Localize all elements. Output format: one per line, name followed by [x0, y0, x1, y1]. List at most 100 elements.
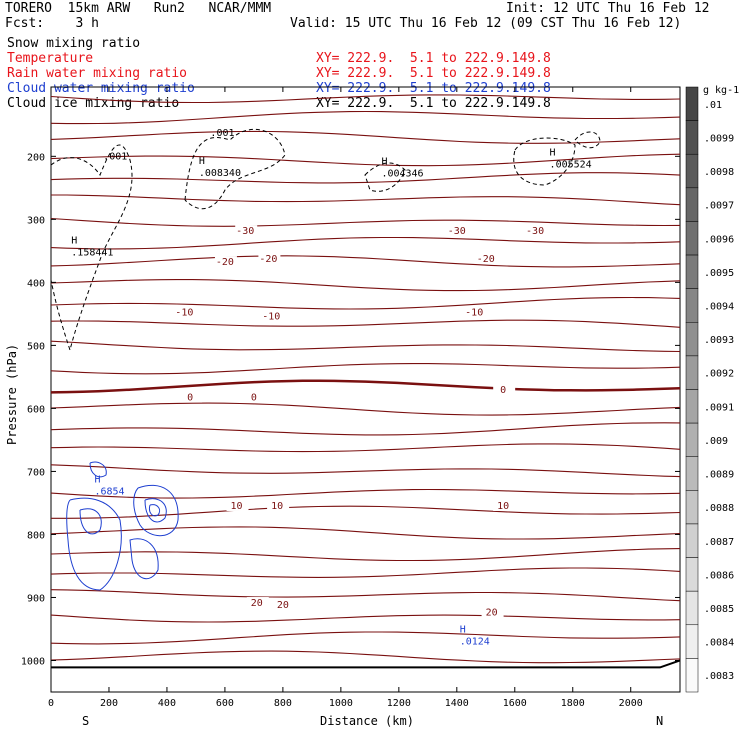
- field-cloudwater-xy: XY= 222.9. 5.1 to 222.9.149.8: [316, 81, 551, 96]
- temperature-contour: [50, 614, 681, 623]
- temperature-contour: [50, 110, 681, 125]
- maximum-marker: H: [71, 235, 77, 246]
- maximum-value: .004346: [381, 168, 423, 179]
- colorbar-swatch: [685, 590, 699, 626]
- temperature-label-bg: [267, 499, 290, 511]
- temperature-label: -20: [216, 257, 234, 268]
- temperature-contour: [50, 548, 681, 562]
- temperature-contour: [50, 172, 681, 184]
- ice-contour: [574, 131, 601, 149]
- x-tick-label: 0: [48, 698, 54, 709]
- field-snow-label: Snow mixing ratio: [7, 36, 141, 51]
- temperature-contour: [50, 296, 681, 310]
- colorbar-swatch: [685, 153, 699, 189]
- colorbar-swatch: [685, 523, 699, 558]
- temperature-contour: [50, 363, 681, 375]
- cloud-water-contour: [133, 484, 179, 537]
- field-cloudwater-label: Cloud water mixing ratio: [7, 81, 195, 96]
- temperature-contour: [50, 130, 681, 144]
- maximum-marker: H: [550, 148, 556, 159]
- ice-contour: [364, 162, 406, 192]
- temperature-label: 10: [271, 501, 283, 512]
- temperature-contours: [50, 94, 681, 664]
- temperature-label-bg: [235, 225, 258, 237]
- colorbar-swatch: [685, 355, 699, 390]
- colorbar-swatch: [685, 254, 699, 289]
- x-axis: 0 200 400 600 800 1000 1200 1400 1600 1800 2000: [48, 87, 643, 709]
- x-tick-label: 1400: [445, 698, 469, 709]
- temperature-contour: [50, 443, 681, 453]
- temperature-label: -30: [236, 226, 254, 237]
- temperature-contour: [50, 650, 681, 664]
- x-tick-label: 600: [216, 698, 234, 709]
- x-axis-label: Distance (km): [320, 714, 414, 728]
- colorbar: .01 .0099 .0098 .0097 .0096 .0095 .0094 .0093 .0…: [685, 86, 734, 693]
- colorbar-swatch: [685, 658, 699, 693]
- temperature-label: -30: [448, 226, 466, 237]
- temperature-label-bg: [243, 391, 266, 403]
- y-tick-label: 800: [27, 530, 45, 541]
- temperature-label-bg: [464, 306, 487, 318]
- colorbar-label: .0099: [704, 133, 734, 144]
- temperature-contour: [50, 340, 681, 353]
- temperature-label: 20: [486, 607, 498, 618]
- maximum-marker: H: [94, 475, 100, 486]
- colorbar-label: .0084: [704, 638, 734, 649]
- snow-ice-contours: [50, 128, 601, 352]
- colorbar-label: .0083: [704, 671, 734, 682]
- temperature-label-bg: [214, 256, 237, 268]
- colorbar-label: .0096: [704, 234, 734, 245]
- colorbar-unit: g kg-1: [703, 85, 739, 96]
- temperature-label: -10: [175, 308, 193, 319]
- north-label: N: [656, 714, 663, 728]
- temperature-label-bg: [525, 225, 548, 237]
- maximum-value: .0124: [460, 637, 490, 648]
- colorbar-swatch: [685, 389, 699, 424]
- y-tick-label: 700: [27, 467, 45, 478]
- temperature-label: -20: [259, 254, 277, 265]
- temperature-label-bg: [446, 225, 469, 237]
- colorbar-label: .009: [704, 436, 728, 447]
- temperature-label-bg: [493, 499, 516, 511]
- colorbar-label: .0089: [704, 470, 734, 481]
- temperature-label: 0: [187, 393, 193, 404]
- temperature-label: 10: [230, 501, 242, 512]
- temperature-contour: [50, 153, 681, 167]
- y-tick-label: 300: [27, 215, 45, 226]
- colorbar-swatch: [685, 490, 699, 525]
- cloud-water-contour: [149, 504, 161, 517]
- field-cloudice-xy: XY= 222.9. 5.1 to 222.9.149.8: [316, 96, 551, 111]
- colorbar-label: .0091: [704, 402, 734, 413]
- temperature-label: 0: [500, 385, 506, 396]
- maximum-value: .005524: [550, 160, 592, 171]
- colorbar-swatch: [685, 120, 699, 155]
- temperature-zero-contour: [50, 379, 681, 394]
- x-tick-label: 400: [158, 698, 176, 709]
- field-temperature-label: Temperature: [7, 51, 94, 66]
- maximum-value: .6854: [94, 487, 124, 498]
- temperature-contour: [50, 217, 681, 227]
- x-tick-label: 1200: [387, 698, 411, 709]
- temperature-label-bg: [481, 606, 504, 618]
- x-tick-label: 1800: [561, 698, 585, 709]
- y-axis-label: Pressure (hPa): [5, 344, 19, 445]
- field-rain-xy: XY= 222.9. 5.1 to 222.9.149.8: [316, 66, 551, 81]
- colorbar-label: .0088: [704, 503, 734, 514]
- cloud-water-contours: [66, 461, 179, 591]
- x-tick-label: 1600: [503, 698, 527, 709]
- colorbar-swatch: [685, 288, 699, 323]
- temperature-label-bg: [493, 384, 516, 396]
- colorbar-label: .0094: [704, 301, 734, 312]
- colorbar-label: .0086: [704, 570, 734, 581]
- temperature-contour: [50, 236, 681, 250]
- colorbar-swatch: [685, 557, 699, 592]
- valid-time: Valid: 15 UTC Thu 16 Feb 12 (09 CST Thu …: [290, 16, 682, 31]
- temperature-label: -10: [465, 308, 483, 319]
- y-tick-label: 400: [27, 278, 45, 289]
- temperature-contour: [50, 279, 681, 292]
- maximum-marker: H: [381, 156, 387, 167]
- colorbar-swatch: [685, 456, 699, 491]
- temperature-contour: [50, 631, 681, 645]
- temperature-label: 20: [251, 598, 263, 609]
